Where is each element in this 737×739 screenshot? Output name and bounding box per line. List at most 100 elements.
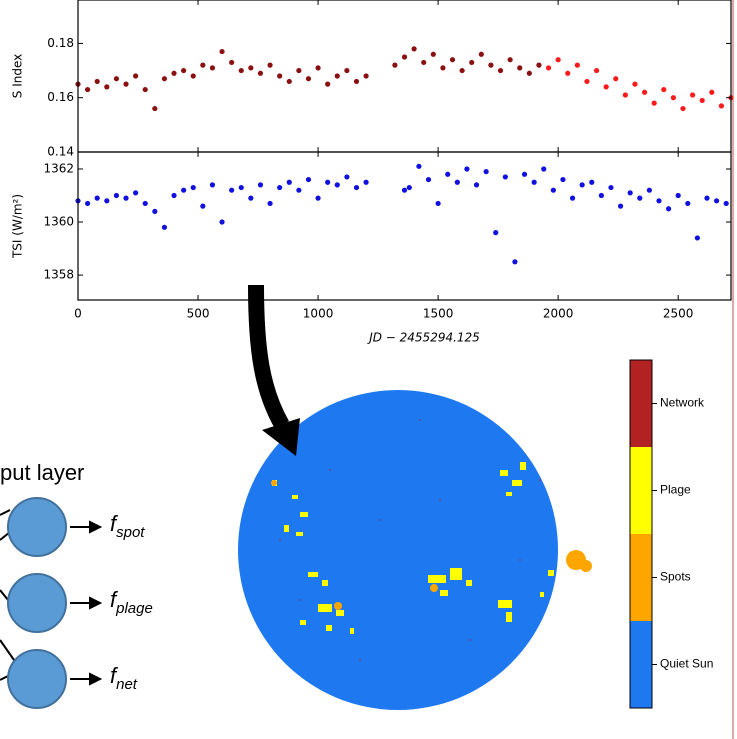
data-point (142, 200, 148, 207)
data-point (613, 76, 619, 82)
data-point (713, 198, 720, 204)
data-point (512, 259, 518, 265)
data-point (718, 103, 724, 109)
data-point (133, 190, 139, 196)
data-point (497, 67, 504, 74)
data-point (670, 95, 676, 101)
data-point (584, 78, 590, 85)
data-point (257, 182, 264, 188)
layer-title: put layer (0, 460, 84, 485)
output-subscript: net (116, 676, 138, 693)
data-point (152, 208, 158, 215)
data-point (123, 195, 129, 201)
data-point (493, 230, 499, 236)
data-point (469, 59, 475, 66)
y-tick-label: 1360 (43, 215, 74, 229)
colorbar-label: Quiet Sun (660, 657, 713, 671)
data-point (94, 195, 100, 201)
colorbar-segment (630, 621, 652, 708)
data-point (425, 176, 432, 183)
data-point (661, 86, 667, 93)
output-label: fnet (110, 663, 138, 693)
data-point (445, 171, 451, 177)
data-point (171, 70, 177, 76)
data-point (574, 62, 580, 68)
data-point (507, 57, 513, 63)
data-point (704, 195, 710, 201)
data-point (344, 174, 350, 180)
output-subscript: plage (115, 600, 153, 617)
data-point (699, 97, 705, 104)
data-point (229, 59, 235, 66)
data-point (305, 76, 312, 82)
curved-arrow (248, 284, 300, 456)
data-point (171, 192, 177, 199)
data-point (113, 192, 120, 199)
y-tick-label: 0.18 (47, 36, 74, 50)
data-point (305, 176, 312, 183)
data-point (430, 51, 436, 57)
y-tick-label: 1362 (43, 161, 74, 175)
data-point (277, 73, 283, 79)
colorbar-frame (629, 359, 653, 709)
y-axis-label: S Index (11, 54, 25, 98)
data-point (526, 70, 532, 76)
data-point (401, 54, 408, 60)
data-point (353, 184, 360, 191)
data-point (421, 59, 427, 66)
data-point (637, 195, 643, 201)
data-point (344, 67, 350, 74)
data-point (85, 86, 91, 93)
data-point (550, 187, 556, 193)
output-symbol: f (110, 511, 119, 536)
data-point (353, 78, 360, 85)
data-point (411, 46, 417, 52)
data-point (459, 67, 465, 74)
data-point (536, 62, 542, 68)
y-tick-label: 0.16 (47, 90, 74, 104)
data-point (541, 166, 547, 172)
colorbar-label: Plage (660, 483, 691, 497)
data-point (161, 76, 168, 82)
data-point (449, 57, 456, 63)
data-point (200, 203, 206, 209)
data-point (579, 182, 585, 188)
data-point (104, 84, 110, 90)
data-point (123, 81, 129, 87)
sun-image (238, 390, 592, 710)
data-point (133, 73, 139, 79)
data-point (286, 179, 292, 185)
data-point (589, 179, 595, 185)
data-point (483, 169, 489, 175)
data-point (694, 235, 700, 241)
data-point (392, 62, 398, 68)
data-point (142, 86, 148, 93)
data-point (267, 62, 273, 68)
data-point (502, 174, 508, 180)
data-point (257, 70, 264, 76)
data-point (325, 179, 331, 185)
data-point (531, 179, 537, 185)
data-point (689, 92, 696, 98)
colorbar-segment (630, 447, 652, 534)
data-point (190, 73, 196, 79)
data-point (334, 73, 340, 79)
data-point (569, 195, 576, 201)
data-point (651, 100, 657, 106)
data-point (627, 190, 633, 196)
data-point (545, 65, 552, 71)
data-point (219, 219, 225, 225)
colorbar-label: Spots (660, 570, 691, 584)
data-point (680, 105, 686, 112)
data-point (521, 171, 528, 177)
data-point (478, 51, 484, 57)
y-tick-label: 0.14 (47, 145, 74, 159)
output-label: fspot (110, 511, 145, 541)
data-point (641, 89, 648, 95)
output-label: fplage (110, 587, 153, 617)
colorbar-segment (630, 534, 652, 621)
data-point (488, 62, 494, 68)
data-point (238, 184, 244, 191)
y-axis-label: TSI (W/m²) (11, 194, 25, 259)
